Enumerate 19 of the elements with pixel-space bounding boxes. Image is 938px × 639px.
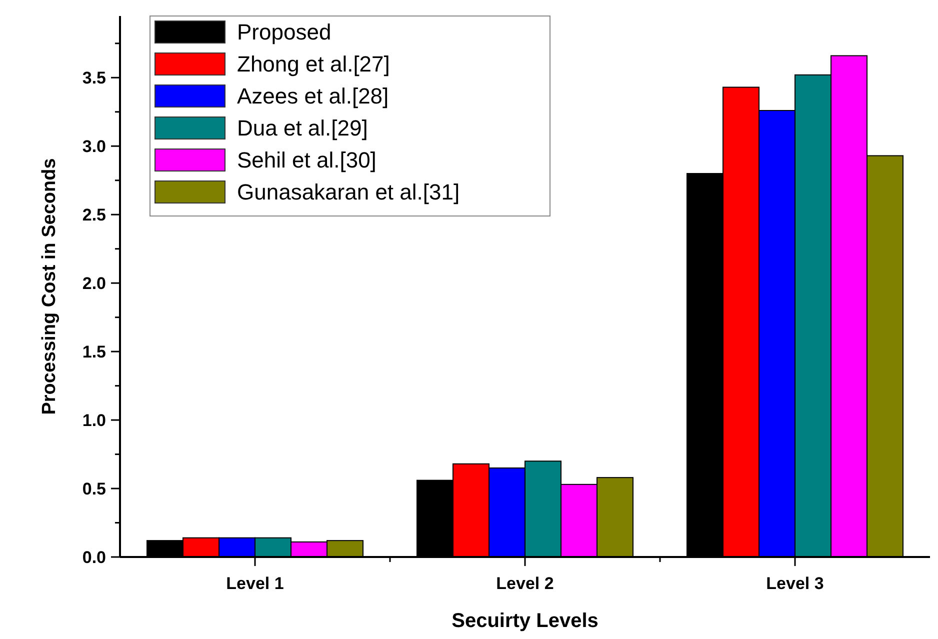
y-tick-label: 1.5 xyxy=(82,342,106,362)
x-tick-label: Level 1 xyxy=(226,574,284,593)
x-tick-label: Level 2 xyxy=(496,574,554,593)
x-tick-label: Level 3 xyxy=(766,574,824,593)
y-axis-title: Processing Cost in Seconds xyxy=(39,158,60,415)
legend-label: Dua et al.[29] xyxy=(237,116,368,141)
y-tick-label: 3.0 xyxy=(82,137,106,156)
x-axis-title: Secuirty Levels xyxy=(452,610,598,632)
y-tick-label: 3.5 xyxy=(82,68,106,88)
y-tick-label: 2.0 xyxy=(82,274,106,294)
y-tick-label: 0.5 xyxy=(82,479,106,498)
legend-label: Azees et al.[28] xyxy=(237,84,389,109)
legend-label: Zhong et al.[27] xyxy=(237,52,390,77)
y-tick-label: 1.0 xyxy=(82,410,106,430)
y-tick-label: 2.5 xyxy=(82,206,106,225)
legend-label: Sehil et al.[30] xyxy=(237,148,376,173)
y-tick-label: 0.0 xyxy=(82,548,106,567)
legend-label: Proposed xyxy=(237,20,332,45)
legend-label: Gunasakaran et al.[31] xyxy=(237,180,460,205)
